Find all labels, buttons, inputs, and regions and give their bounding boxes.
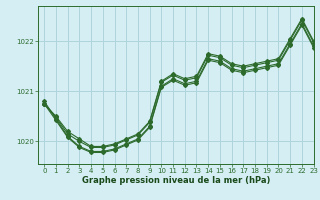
X-axis label: Graphe pression niveau de la mer (hPa): Graphe pression niveau de la mer (hPa) xyxy=(82,176,270,185)
